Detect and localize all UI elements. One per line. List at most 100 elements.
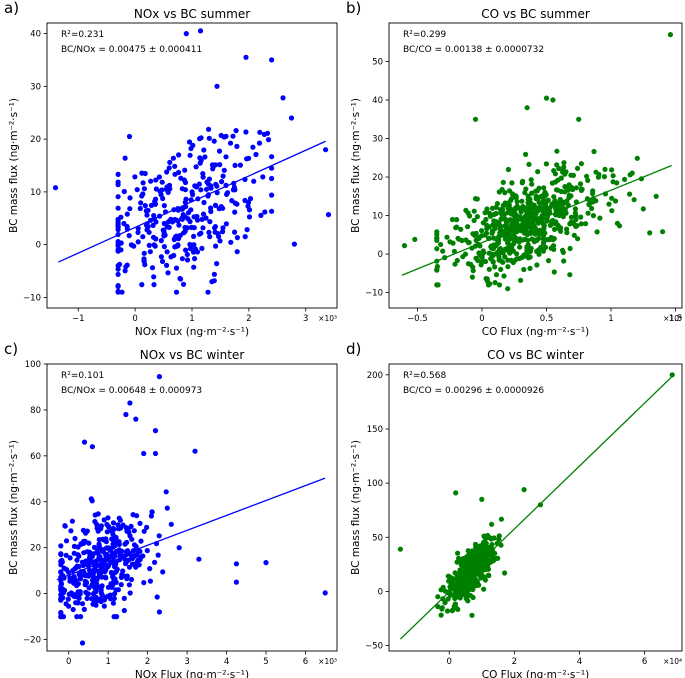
scatter-point [179,256,185,262]
scatter-point [156,533,162,539]
scatter-point [486,224,492,230]
scatter-point [144,524,150,531]
scatter-point [121,188,127,195]
scatter-point [518,277,524,283]
scatter-point [262,209,268,215]
scatter-point [609,208,615,214]
scatter-point [493,210,499,217]
scatter-point [152,196,159,202]
scatter-point [269,192,275,198]
scatter-point [474,214,480,220]
x-exponent-label: ×10³ [318,314,337,323]
scatter-point [118,214,124,220]
scatter-point [172,244,178,250]
scatter-point [113,559,119,565]
scatter-point [98,526,104,532]
y-tick-label: 100 [25,360,41,370]
scatter-point [151,274,157,280]
scatter-point [65,596,71,602]
scatter-point [84,595,90,602]
scatter-point [218,132,224,139]
scatter-point [111,526,117,532]
scatter-point [153,186,159,192]
x-tick-label: −1 [72,314,85,324]
scatter-point [92,518,98,525]
scatter-point [201,147,207,153]
scatter-point [566,192,572,198]
scatter-point [107,592,113,598]
scatter-point [629,170,635,176]
scatter-point [78,614,84,620]
scatter-point [115,194,121,200]
scatter-point [479,496,485,502]
scatter-point [521,487,527,493]
scatter-point [440,248,446,254]
scatter-point [118,247,124,253]
scatter-point [464,564,470,571]
scatter-point [144,212,150,218]
scatter-point [552,221,558,227]
scatter-point [208,183,214,189]
scatter-point [142,203,148,209]
scatter-point [131,528,137,534]
scatter-point [464,559,470,565]
x-exponent-label: ×10⁴ [663,657,682,666]
scatter-point [250,144,256,150]
scatter-point [585,177,591,183]
y-tick-label: 40 [30,30,41,40]
scatter-point [186,139,193,145]
scatter-point [242,197,248,204]
scatter-point [507,206,513,212]
scatter-point [168,216,174,222]
scatter-point [529,190,535,196]
scatter-point [185,216,191,222]
scatter-point [246,214,253,220]
scatter-point [483,566,489,573]
scatter-point [139,193,145,199]
scatter-point [132,174,138,180]
scatter-point [128,523,134,530]
x-tick-label: 0.5 [540,314,554,324]
scatter-point [541,185,547,191]
scatter-point [531,210,537,216]
r-squared-annotation: R²=0.101 [61,371,104,381]
scatter-point [114,614,120,620]
scatter-point [126,582,132,588]
scatter-point [199,245,205,251]
scatter-point [148,178,154,184]
scatter-point [201,199,207,206]
scatter-point [243,129,249,135]
scatter-point [486,266,492,272]
scatter-point [505,226,512,232]
scatter-point [471,217,477,224]
scatter-point [101,517,107,523]
x-axis-label: CO Flux (ng·m⁻²·s⁻¹) [482,669,590,678]
scatter-point [482,577,488,583]
scatter-point [193,164,199,170]
scatter-point [161,244,167,250]
scatter-point [438,241,444,248]
scatter-point [166,165,172,171]
scatter-point [474,196,480,202]
scatter-point [135,239,141,245]
scatter-point [93,558,99,564]
panel-c: c) NOx vs BC winter 0 1 2 3 4 5 6 −20 0 20 40 60 80 100… [4,340,338,678]
scatter-point [91,544,98,551]
y-axis-label: BC mass flux (ng·m⁻²·s⁻¹) [8,98,20,233]
scatter-point [151,282,157,288]
scatter-point [584,173,590,179]
scatter-point [501,273,507,279]
scatter-point [68,528,74,534]
scatter-point [76,571,82,577]
scatter-point [139,170,145,176]
scatter-point [478,548,484,555]
scatter-point [449,608,455,614]
scatter-point [75,581,81,587]
scatter-point [537,204,543,210]
scatter-point [123,264,129,270]
scatter-point [258,212,264,218]
scatter-point [483,540,489,546]
scatter-point [81,439,88,445]
scatter-point [444,234,450,240]
x-axis-label: NOx Flux (ng·m⁻²·s⁻¹) [135,326,249,338]
